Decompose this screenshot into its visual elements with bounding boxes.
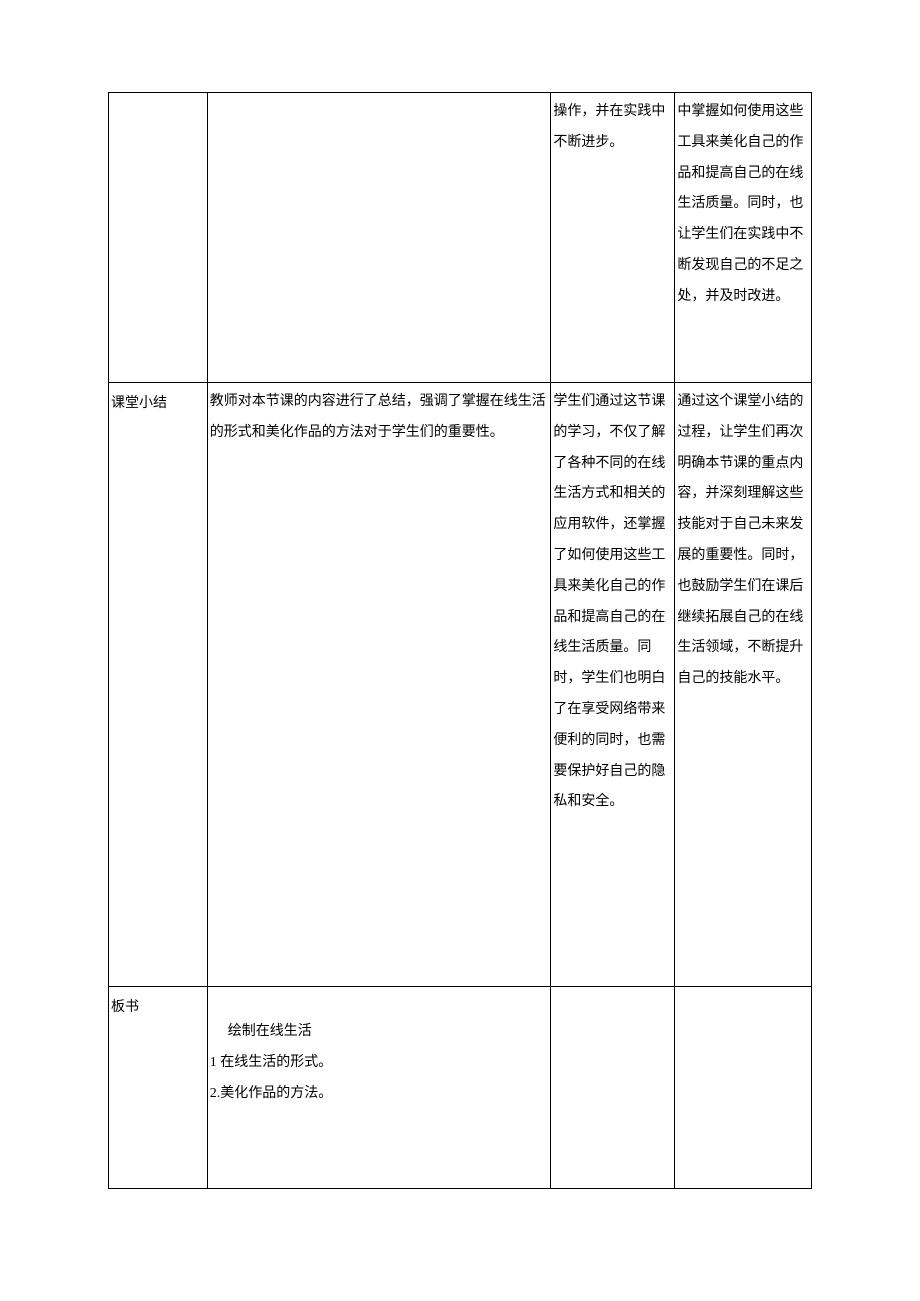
board-line: 1 在线生活的形式。	[210, 1048, 549, 1079]
cell-intent: 通过这个课堂小结的过程，让学生们再次明确本节课的重点内容，并深刻理解这些技能对于…	[675, 383, 812, 987]
cell-intent	[675, 987, 812, 1189]
cell-text: 学生们通过这节课的学习，不仅了解了各种不同的在线生活方式和相关的应用软件，还掌握…	[553, 394, 665, 809]
board-line: 2.美化作品的方法。	[210, 1079, 549, 1110]
cell-text: 教师对本节课的内容进行了总结，强调了掌握在线生活的形式和美化作品的方法对于学生们…	[210, 394, 546, 440]
table-row: 课堂小结 教师对本节课的内容进行了总结，强调了掌握在线生活的形式和美化作品的方法…	[109, 383, 812, 987]
cell-text: 板书	[111, 1000, 139, 1015]
cell-intent: 中掌握如何使用这些工具来美化自己的作品和提高自己的在线生活质量。同时，也让学生们…	[675, 93, 812, 383]
cell-teacher	[207, 93, 551, 383]
cell-student	[551, 987, 675, 1189]
cell-board: 绘制在线生活 1 在线生活的形式。 2.美化作品的方法。	[207, 987, 551, 1189]
table-row: 操作，并在实践中不断进步。 中掌握如何使用这些工具来美化自己的作品和提高自己的在…	[109, 93, 812, 383]
board-title: 绘制在线生活	[210, 1017, 549, 1048]
cell-section: 课堂小结	[109, 383, 208, 987]
cell-teacher: 教师对本节课的内容进行了总结，强调了掌握在线生活的形式和美化作品的方法对于学生们…	[207, 383, 551, 987]
lesson-plan-table: 操作，并在实践中不断进步。 中掌握如何使用这些工具来美化自己的作品和提高自己的在…	[108, 92, 812, 1189]
cell-text: 课堂小结	[111, 396, 167, 411]
cell-student: 学生们通过这节课的学习，不仅了解了各种不同的在线生活方式和相关的应用软件，还掌握…	[551, 383, 675, 987]
table-row: 板书 绘制在线生活 1 在线生活的形式。 2.美化作品的方法。	[109, 987, 812, 1189]
cell-section: 板书	[109, 987, 208, 1189]
cell-student: 操作，并在实践中不断进步。	[551, 93, 675, 383]
board-content: 绘制在线生活 1 在线生活的形式。 2.美化作品的方法。	[210, 991, 549, 1109]
cell-section	[109, 93, 208, 383]
cell-text: 中掌握如何使用这些工具来美化自己的作品和提高自己的在线生活质量。同时，也让学生们…	[677, 104, 803, 304]
cell-text: 通过这个课堂小结的过程，让学生们再次明确本节课的重点内容，并深刻理解这些技能对于…	[677, 394, 803, 686]
cell-text: 操作，并在实践中不断进步。	[553, 104, 665, 150]
